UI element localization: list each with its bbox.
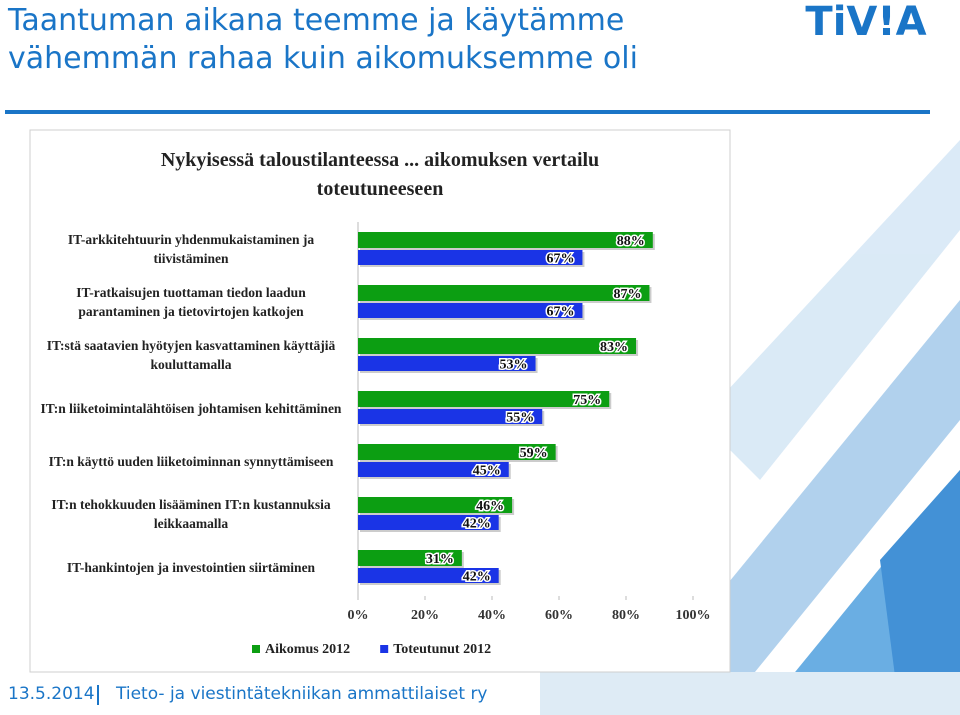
bar <box>358 232 653 248</box>
chart-title: Nykyisessä taloustilanteessa ... aikomuk… <box>160 149 600 200</box>
x-tick-label: 80% <box>612 608 640 623</box>
legend-swatch <box>252 645 260 653</box>
bar <box>358 250 583 265</box>
footer-date: 13.5.2014 <box>8 684 95 704</box>
footer-org: Tieto- ja viestintätekniikan ammattilais… <box>116 684 488 704</box>
bar <box>358 356 536 371</box>
value-label: 42% <box>463 517 491 532</box>
value-label: 59% <box>520 446 548 461</box>
legend-swatch <box>380 645 389 653</box>
value-label: 46% <box>476 499 504 514</box>
category-label: IT:n tehokkuuden lisääminen IT:n kustann… <box>51 497 331 531</box>
bar <box>358 303 583 318</box>
value-label: 67% <box>546 252 574 267</box>
value-label: 31% <box>426 552 454 567</box>
category-label: IT:stä saatavien hyötyjen kasvattaminen … <box>46 338 336 372</box>
bar <box>358 515 499 530</box>
bar <box>358 285 650 301</box>
bar <box>358 497 513 513</box>
slide-title: Taantuman aikana teemme ja käytämme vähe… <box>8 3 638 76</box>
category-label: IT-ratkaisujen tuottaman tiedon laadun p… <box>76 285 306 319</box>
legend-label: Toteutunut 2012 <box>393 642 491 657</box>
value-label: 75% <box>573 393 601 408</box>
category-label: IT:n liiketoimintalähtöisen johtamisen k… <box>40 400 342 416</box>
value-label: 83% <box>600 340 628 355</box>
value-label: 88% <box>617 234 645 249</box>
bar <box>358 444 556 460</box>
bar <box>358 409 543 424</box>
x-tick-label: 20% <box>411 608 439 623</box>
value-label: 55% <box>506 411 534 426</box>
x-tick-label: 60% <box>545 608 573 623</box>
value-label: 53% <box>500 358 528 373</box>
x-tick-label: 100% <box>676 608 711 623</box>
bar <box>358 462 509 477</box>
logo: TiV!A <box>805 0 926 45</box>
bar <box>358 338 637 354</box>
category-label: IT-arkkitehtuurin yhdenmukaistaminen ja … <box>67 232 315 266</box>
category-label: IT-hankintojen ja investointien siirtämi… <box>66 559 316 575</box>
value-label: 45% <box>473 464 501 479</box>
category-label: IT:n käyttö uuden liiketoiminnan synnytt… <box>48 453 334 469</box>
x-tick-label: 0% <box>348 608 369 623</box>
x-tick-label: 40% <box>478 608 506 623</box>
value-label: 42% <box>463 570 491 585</box>
bar <box>358 550 462 566</box>
bar <box>358 391 610 407</box>
bar <box>358 568 499 583</box>
value-label: 67% <box>546 305 574 320</box>
legend-label: Aikomus 2012 <box>265 642 350 657</box>
value-label: 87% <box>613 287 641 302</box>
